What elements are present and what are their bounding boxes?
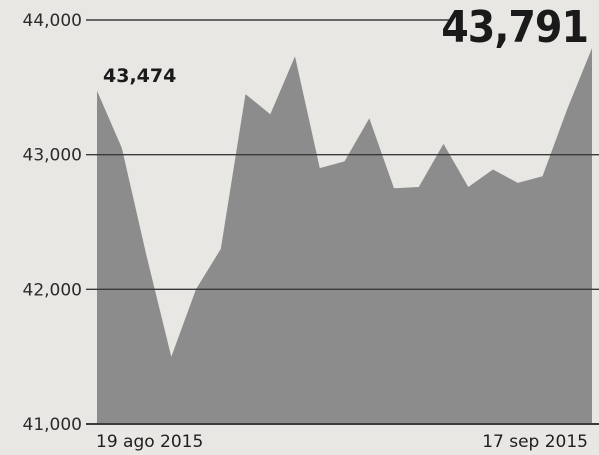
- y-tick-label: 44,000: [23, 11, 82, 31]
- x-tick-start: 19 ago 2015: [96, 432, 203, 452]
- x-tick-end: 17 sep 2015: [482, 432, 588, 452]
- gridlines: [86, 19, 599, 425]
- end-value-label: 43,791: [441, 2, 588, 53]
- y-axis-ticks: 41,000 42,000 43,000 44,000: [23, 11, 82, 435]
- y-tick-label: 41,000: [23, 415, 82, 435]
- start-value-label: 43,474: [103, 65, 176, 87]
- area-series: [97, 48, 592, 424]
- y-tick-label: 42,000: [23, 280, 82, 300]
- area-layer: [97, 48, 592, 424]
- y-tick-label: 43,000: [23, 146, 82, 166]
